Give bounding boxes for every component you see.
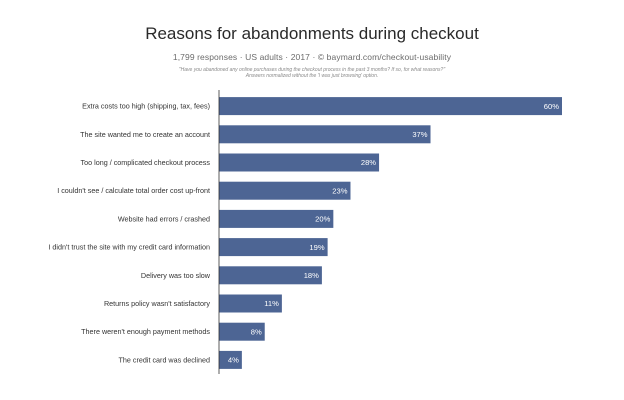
category-label: There weren't enough payment methods [81,327,210,336]
category-label: The credit card was declined [119,355,211,364]
bar [219,181,351,200]
value-label: 18% [304,271,319,280]
value-label: 4% [228,356,239,365]
bar [219,238,328,257]
bar [219,97,562,116]
value-label: 20% [315,215,330,224]
category-label: Website had errors / crashed [118,214,210,223]
category-label: Delivery was too slow [141,271,211,280]
value-label: 8% [251,327,262,336]
value-label: 19% [309,243,324,252]
category-label: I couldn't see / calculate total order c… [57,186,210,195]
value-label: 60% [544,102,559,111]
category-label: Too long / complicated checkout process [81,158,211,167]
category-label: Extra costs too high (shipping, tax, fee… [82,102,210,111]
bar [219,209,334,228]
bar [219,125,431,144]
bar [219,266,322,285]
value-label: 23% [332,186,347,195]
value-label: 28% [361,158,376,167]
bar [219,153,380,172]
category-label: Returns policy wasn't satisfactory [104,299,210,308]
chart-note-normalization: Answers normalized without the 'I was ju… [245,73,379,79]
bar [219,294,282,313]
value-label: 37% [412,130,427,139]
bar [219,350,242,369]
bar [219,322,265,341]
value-label: 11% [264,299,279,308]
chart-subtitle: 1,799 responses · US adults · 2017 · © b… [172,52,452,62]
category-label: I didn't trust the site with my credit c… [48,243,210,252]
chart-title: Reasons for abandonments during checkout [145,24,479,43]
chart-note-question: "Have you abandoned any online purchases… [178,67,446,73]
category-label: The site wanted me to create an account [80,130,210,139]
